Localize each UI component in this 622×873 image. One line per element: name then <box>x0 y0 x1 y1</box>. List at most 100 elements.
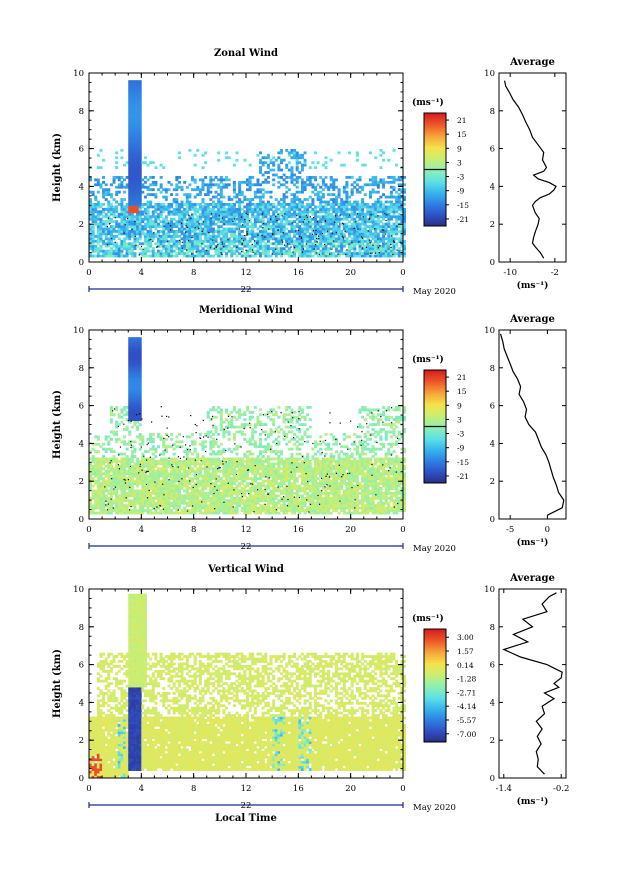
heatmap-cell <box>272 215 276 219</box>
contour-dot <box>321 233 323 235</box>
heatmap-cell <box>136 396 140 399</box>
heatmap-cell <box>259 195 263 199</box>
heatmap-cell <box>177 462 181 466</box>
contour-dot <box>218 215 220 217</box>
heatmap-cell <box>112 413 116 417</box>
heatmap-cell <box>219 225 223 228</box>
heatmap-cell <box>191 501 195 505</box>
heatmap-cell <box>327 227 331 231</box>
heatmap-cell <box>123 442 126 446</box>
heatmap-cell <box>128 474 132 478</box>
heatmap-cell <box>141 467 145 471</box>
heatmap-cell <box>164 217 168 221</box>
heatmap-cell <box>198 506 202 510</box>
heatmap-cell <box>395 220 399 224</box>
heatmap-cell <box>211 207 215 211</box>
heatmap-cell <box>162 472 166 476</box>
heatmap-cell <box>358 239 362 243</box>
contour-dot <box>114 217 116 219</box>
heatmap-cell <box>193 232 197 236</box>
heatmap-cell <box>227 247 231 251</box>
heatmap-cell <box>321 225 325 228</box>
heatmap-cell <box>138 479 142 483</box>
heatmap-cell <box>285 166 289 169</box>
heatmap-cell <box>243 244 247 248</box>
colorbar-swatch <box>424 163 446 167</box>
heatmap-cell <box>238 207 242 211</box>
heatmap-cell <box>311 254 315 258</box>
heatmap-cell <box>337 244 341 248</box>
heatmap-cell <box>211 234 215 238</box>
heatmap-cell <box>206 217 210 221</box>
heatmap-cell <box>311 230 315 233</box>
heatmap-cell <box>136 212 140 216</box>
heatmap-cell <box>138 482 142 485</box>
heatmap-cell <box>319 217 323 221</box>
heatmap-cell <box>193 511 197 515</box>
heatmap-cell <box>172 491 176 495</box>
heatmap-cell <box>159 467 163 471</box>
heatmap-cell <box>206 413 210 417</box>
heatmap-cell <box>133 504 137 508</box>
heatmap-cell <box>358 225 362 228</box>
heatmap-cell <box>395 242 399 246</box>
heatmap-cell <box>133 509 137 512</box>
heatmap-cell <box>285 203 289 206</box>
contour-dot <box>377 215 379 217</box>
heatmap-cell <box>397 252 401 255</box>
heatmap-cell <box>99 445 103 449</box>
heatmap-cell <box>350 212 354 216</box>
heatmap-cell <box>151 501 155 505</box>
heatmap-cell <box>251 176 255 179</box>
heatmap-cell <box>123 460 126 463</box>
heatmap-cell <box>154 472 158 476</box>
heatmap-cell <box>136 119 140 123</box>
heatmap-cell <box>345 195 349 199</box>
contour-dot <box>216 245 218 247</box>
heatmap-cell <box>170 205 174 209</box>
contour-dot <box>198 223 200 225</box>
heatmap-cell <box>149 440 153 444</box>
heatmap-cell <box>196 501 200 505</box>
heatmap-cell <box>353 239 357 243</box>
heatmap-cell <box>138 163 142 167</box>
heatmap-cell <box>177 207 181 211</box>
heatmap-cell <box>314 242 317 246</box>
heatmap-cell <box>188 215 192 219</box>
heatmap-cell <box>130 366 134 370</box>
heatmap-cell <box>403 190 406 194</box>
contour-dot <box>108 217 110 219</box>
heatmap-cell <box>151 212 155 216</box>
heatmap-cell <box>133 254 137 258</box>
heatmap-cell <box>188 496 192 500</box>
heatmap-cell <box>392 244 396 248</box>
heatmap-cell <box>136 90 140 93</box>
heatmap-cell <box>214 491 218 495</box>
heatmap-cell <box>321 163 325 167</box>
heatmap-cell <box>198 212 202 216</box>
heatmap-cell <box>164 198 168 201</box>
heatmap-cell <box>374 234 378 238</box>
heatmap-cell <box>193 487 197 490</box>
heatmap-cell <box>120 467 124 471</box>
heatmap-cell <box>261 239 265 243</box>
heatmap-cell <box>227 156 231 160</box>
heatmap-cell <box>170 437 174 441</box>
heatmap-cell <box>211 212 215 216</box>
heatmap-cell <box>350 244 354 248</box>
heatmap-cell <box>306 183 310 187</box>
heatmap-cell <box>321 215 325 219</box>
heatmap-cell <box>206 467 210 471</box>
heatmap-cell <box>329 178 333 182</box>
heatmap-cell <box>123 496 126 500</box>
heatmap-cell <box>167 474 171 478</box>
heatmap-cell <box>374 254 378 258</box>
heatmap-cell <box>395 232 399 236</box>
heatmap-cell <box>185 205 189 209</box>
heatmap-cell <box>355 220 359 224</box>
heatmap-cell <box>115 225 119 228</box>
heatmap-cell <box>172 496 176 500</box>
heatmap-cell <box>133 163 137 167</box>
heatmap-cell <box>151 447 155 451</box>
